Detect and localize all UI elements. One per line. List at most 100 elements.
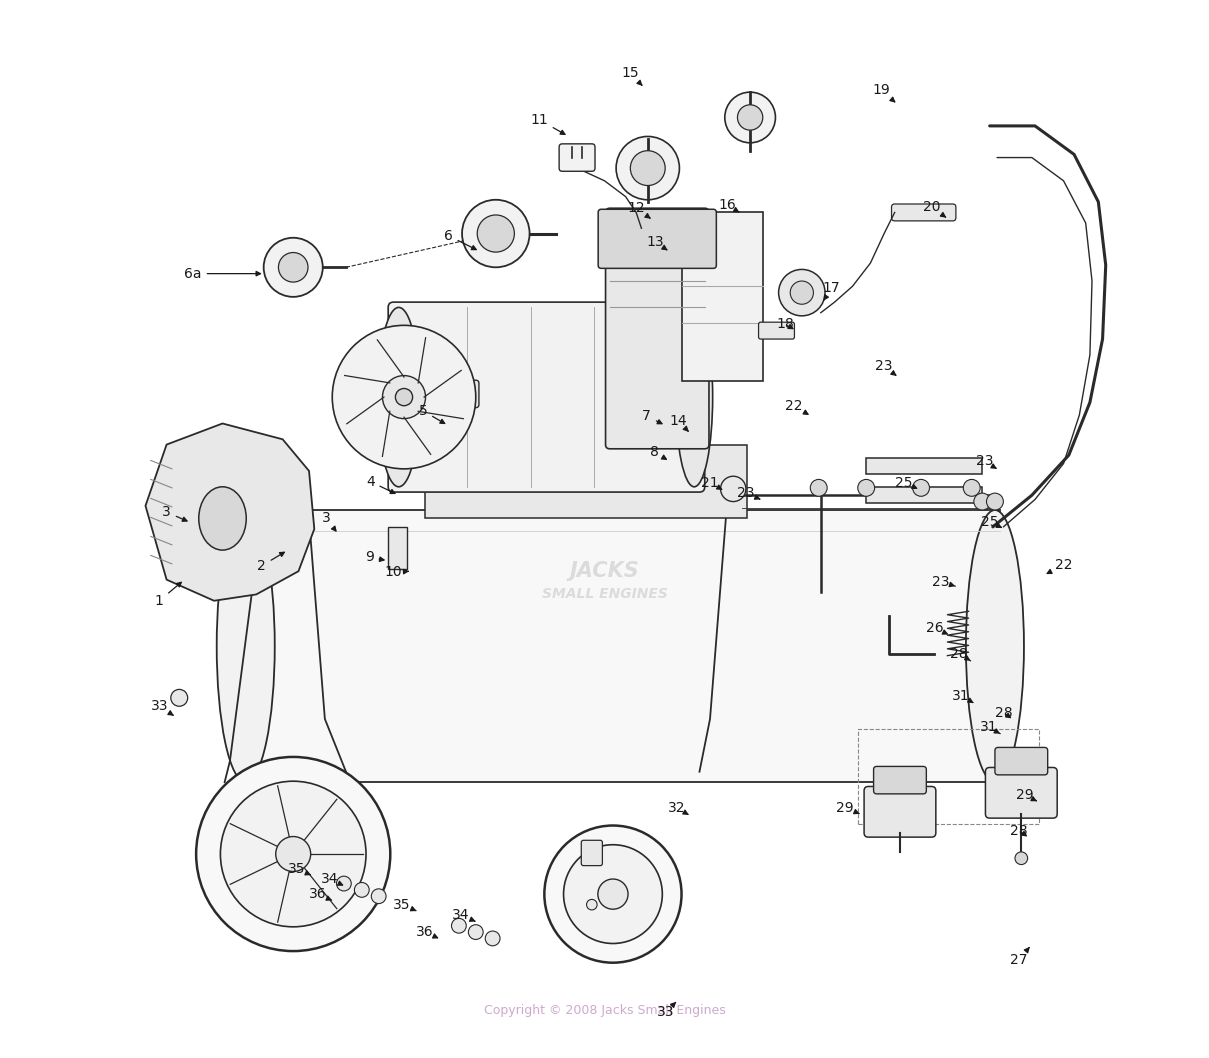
Text: 16: 16 — [718, 198, 739, 212]
Ellipse shape — [966, 510, 1024, 782]
Circle shape — [278, 253, 308, 282]
Text: 5: 5 — [418, 404, 445, 423]
FancyBboxPatch shape — [434, 380, 479, 407]
Ellipse shape — [676, 308, 712, 487]
Text: 29: 29 — [1016, 788, 1036, 802]
Text: 32: 32 — [667, 801, 688, 815]
FancyBboxPatch shape — [426, 444, 747, 518]
Circle shape — [544, 825, 682, 963]
Circle shape — [617, 136, 679, 200]
Text: 7: 7 — [642, 409, 663, 423]
FancyBboxPatch shape — [995, 747, 1048, 774]
Circle shape — [973, 493, 990, 510]
Text: JACKS: JACKS — [569, 561, 640, 581]
Circle shape — [264, 238, 323, 297]
Circle shape — [382, 376, 426, 419]
Text: 23: 23 — [875, 360, 896, 376]
Text: 21: 21 — [701, 475, 722, 490]
Text: 31: 31 — [953, 689, 973, 703]
FancyBboxPatch shape — [682, 213, 763, 381]
Text: 23: 23 — [737, 486, 760, 500]
Circle shape — [598, 879, 627, 909]
Ellipse shape — [216, 510, 274, 782]
Circle shape — [276, 837, 311, 872]
Text: 3: 3 — [162, 505, 187, 522]
FancyBboxPatch shape — [891, 204, 956, 221]
Circle shape — [779, 270, 825, 316]
Text: 12: 12 — [627, 201, 650, 218]
Text: 6: 6 — [444, 229, 476, 250]
Text: Copyright © 2008 Jacks Small Engines: Copyright © 2008 Jacks Small Engines — [484, 1004, 725, 1017]
Text: 11: 11 — [531, 112, 565, 134]
FancyBboxPatch shape — [388, 303, 705, 492]
Text: 17: 17 — [822, 281, 840, 300]
Circle shape — [451, 918, 467, 933]
Circle shape — [395, 388, 412, 405]
Text: 26: 26 — [926, 621, 948, 635]
Text: 19: 19 — [872, 83, 895, 102]
Circle shape — [791, 281, 814, 305]
Circle shape — [462, 200, 530, 268]
Circle shape — [987, 493, 1003, 510]
Text: 25: 25 — [896, 475, 916, 490]
Text: SMALL ENGINES: SMALL ENGINES — [542, 587, 667, 601]
FancyBboxPatch shape — [582, 840, 602, 865]
Circle shape — [354, 882, 369, 897]
Polygon shape — [145, 423, 314, 601]
Text: 35: 35 — [393, 897, 416, 912]
FancyBboxPatch shape — [388, 527, 407, 569]
Text: 33: 33 — [656, 1002, 676, 1019]
FancyBboxPatch shape — [559, 144, 595, 171]
Circle shape — [857, 479, 874, 496]
Ellipse shape — [198, 487, 247, 550]
Ellipse shape — [377, 308, 420, 487]
Circle shape — [478, 215, 514, 252]
Text: 14: 14 — [670, 415, 688, 432]
Text: 20: 20 — [922, 200, 945, 217]
Text: 33: 33 — [150, 699, 173, 715]
Text: 6a: 6a — [184, 267, 261, 280]
FancyBboxPatch shape — [985, 767, 1057, 818]
Circle shape — [630, 150, 665, 185]
Circle shape — [737, 105, 763, 130]
Circle shape — [485, 931, 501, 946]
Text: 28: 28 — [1011, 824, 1028, 838]
Text: 2: 2 — [258, 552, 284, 573]
Circle shape — [371, 889, 386, 904]
Circle shape — [563, 844, 663, 944]
FancyBboxPatch shape — [606, 208, 708, 449]
Text: 4: 4 — [366, 475, 395, 493]
Circle shape — [586, 899, 597, 910]
Text: 13: 13 — [647, 235, 667, 250]
FancyBboxPatch shape — [864, 786, 936, 837]
Circle shape — [220, 781, 366, 927]
Text: 22: 22 — [1047, 558, 1072, 573]
Circle shape — [468, 925, 484, 940]
FancyBboxPatch shape — [866, 487, 982, 503]
Text: 8: 8 — [649, 445, 666, 459]
Circle shape — [721, 476, 746, 501]
Circle shape — [964, 479, 980, 496]
FancyBboxPatch shape — [866, 458, 982, 474]
Text: 10: 10 — [384, 565, 409, 580]
Text: 34: 34 — [322, 873, 342, 887]
FancyBboxPatch shape — [874, 766, 926, 794]
FancyBboxPatch shape — [241, 510, 1000, 782]
Text: 15: 15 — [621, 67, 642, 86]
Circle shape — [1016, 852, 1028, 864]
Text: 31: 31 — [979, 720, 1000, 734]
Text: 23: 23 — [976, 455, 996, 469]
Text: 28: 28 — [950, 646, 971, 661]
FancyBboxPatch shape — [758, 323, 794, 339]
Text: 28: 28 — [995, 706, 1012, 719]
Text: 1: 1 — [155, 582, 181, 607]
Circle shape — [170, 690, 187, 707]
Circle shape — [196, 756, 391, 951]
Text: 3: 3 — [322, 511, 336, 531]
Text: 36: 36 — [308, 887, 331, 901]
Text: 27: 27 — [1011, 948, 1029, 967]
Text: 25: 25 — [980, 514, 1001, 529]
Circle shape — [810, 479, 827, 496]
Circle shape — [913, 479, 930, 496]
Text: 23: 23 — [932, 574, 955, 588]
